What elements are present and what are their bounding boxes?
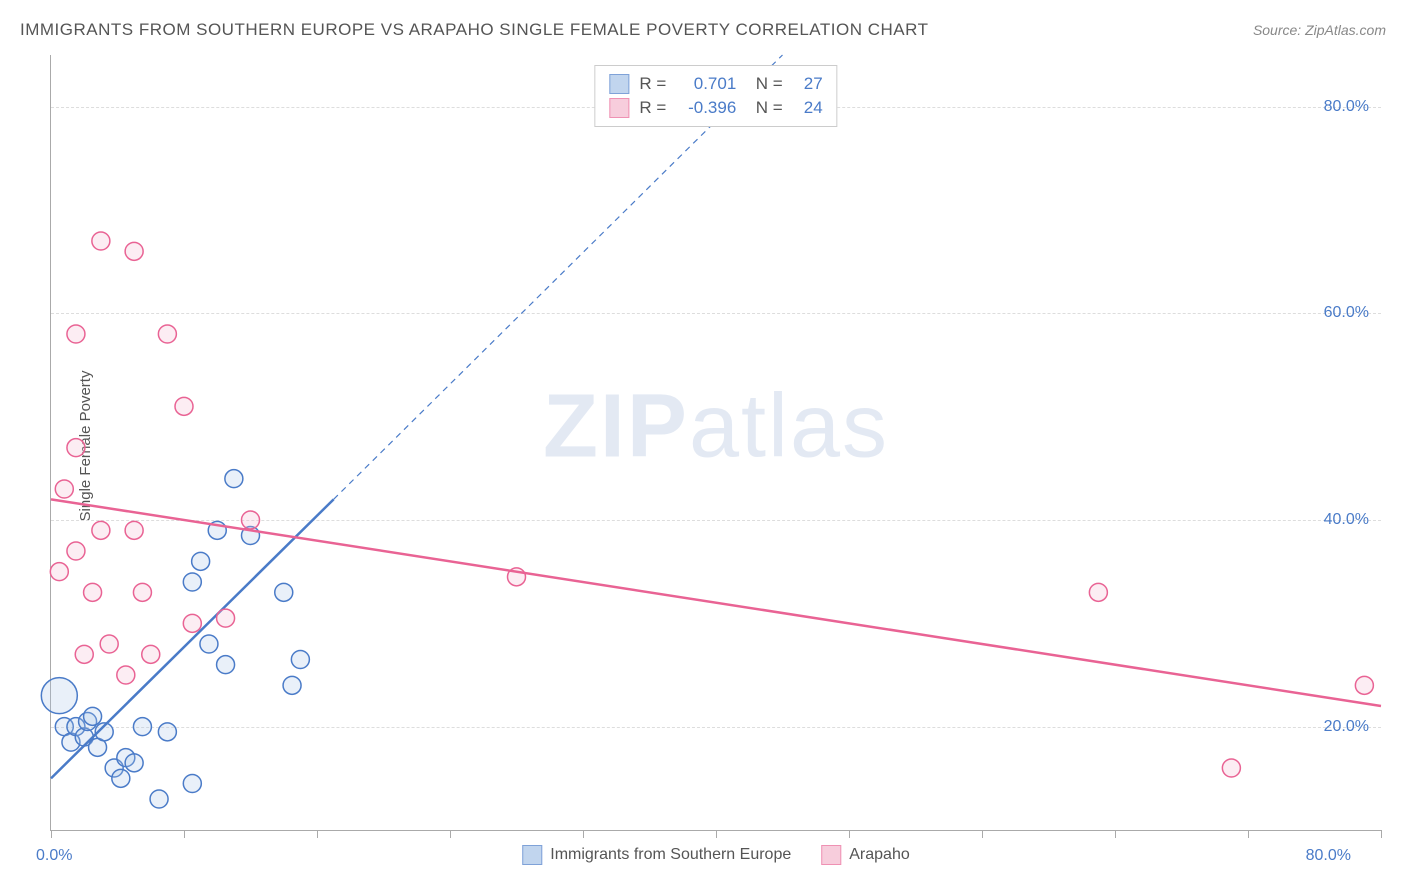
data-point: [92, 521, 110, 539]
data-point: [92, 232, 110, 250]
data-point: [125, 242, 143, 260]
legend-label-1: Immigrants from Southern Europe: [550, 846, 791, 864]
data-point: [133, 583, 151, 601]
data-point: [84, 707, 102, 725]
x-tick: [716, 830, 717, 838]
data-point: [1222, 759, 1240, 777]
legend-r-value-1: 0.701: [676, 74, 736, 94]
data-point: [217, 609, 235, 627]
data-point: [291, 651, 309, 669]
data-point: [192, 552, 210, 570]
legend-swatch-pink: [609, 98, 629, 118]
legend-n-value-2: 24: [793, 98, 823, 118]
data-point: [275, 583, 293, 601]
x-tick: [1381, 830, 1382, 838]
series-legend: Immigrants from Southern Europe Arapaho: [522, 845, 910, 865]
x-tick: [450, 830, 451, 838]
data-point: [67, 439, 85, 457]
x-tick: [849, 830, 850, 838]
data-point: [225, 470, 243, 488]
legend-n-label: N =: [746, 74, 782, 94]
data-point: [158, 325, 176, 343]
plot-area: ZIPatlas 20.0%40.0%60.0%80.0% 0.0% 80.0%…: [50, 55, 1381, 831]
data-point: [67, 325, 85, 343]
data-point: [142, 645, 160, 663]
data-point: [183, 614, 201, 632]
chart-title: IMMIGRANTS FROM SOUTHERN EUROPE VS ARAPA…: [20, 20, 928, 40]
legend-item-1: Immigrants from Southern Europe: [522, 845, 791, 865]
data-point: [133, 718, 151, 736]
data-point: [84, 583, 102, 601]
data-point: [55, 480, 73, 498]
data-point: [117, 666, 135, 684]
legend-r-label: R =: [639, 98, 666, 118]
data-point: [183, 573, 201, 591]
legend-swatch-blue: [609, 74, 629, 94]
data-point: [183, 775, 201, 793]
data-point: [242, 511, 260, 529]
scatter-svg: [51, 55, 1381, 830]
legend-row-series-2: R = -0.396 N = 24: [609, 96, 822, 120]
data-point: [125, 521, 143, 539]
legend-swatch-pink: [821, 845, 841, 865]
legend-r-label: R =: [639, 74, 666, 94]
correlation-legend: R = 0.701 N = 27 R = -0.396 N = 24: [594, 65, 837, 127]
x-tick: [51, 830, 52, 838]
data-point: [200, 635, 218, 653]
data-point: [125, 754, 143, 772]
data-point: [112, 769, 130, 787]
legend-label-2: Arapaho: [849, 846, 910, 864]
data-point: [217, 656, 235, 674]
data-point: [75, 645, 93, 663]
x-tick: [1115, 830, 1116, 838]
data-point: [41, 678, 77, 714]
legend-n-value-1: 27: [793, 74, 823, 94]
legend-n-label: N =: [746, 98, 782, 118]
data-point: [150, 790, 168, 808]
x-tick: [1248, 830, 1249, 838]
legend-r-value-2: -0.396: [676, 98, 736, 118]
data-point: [1089, 583, 1107, 601]
data-point: [175, 397, 193, 415]
trend-line: [51, 499, 334, 778]
data-point: [1355, 676, 1373, 694]
legend-item-2: Arapaho: [821, 845, 910, 865]
legend-swatch-blue: [522, 845, 542, 865]
x-axis-min-label: 0.0%: [36, 847, 72, 865]
data-point: [50, 563, 68, 581]
legend-row-series-1: R = 0.701 N = 27: [609, 72, 822, 96]
x-tick: [184, 830, 185, 838]
x-tick: [317, 830, 318, 838]
trend-line: [51, 499, 1381, 706]
data-point: [67, 542, 85, 560]
x-tick: [583, 830, 584, 838]
x-axis-max-label: 80.0%: [1306, 847, 1351, 865]
data-point: [158, 723, 176, 741]
x-tick: [982, 830, 983, 838]
data-point: [100, 635, 118, 653]
source-attribution: Source: ZipAtlas.com: [1253, 22, 1386, 38]
data-point: [283, 676, 301, 694]
